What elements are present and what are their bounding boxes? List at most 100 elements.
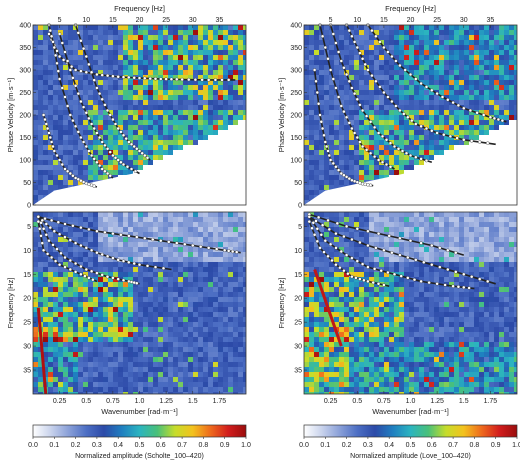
colorbar-tick-label: 0.5: [406, 442, 416, 449]
x-tick-label: 1.25: [159, 398, 173, 405]
mode-pick-point: [318, 113, 322, 117]
mode-pick-point: [95, 131, 99, 135]
mode-pick-point: [342, 234, 346, 239]
x-tick-label: 5: [329, 17, 333, 24]
y-tick-label: 100: [19, 158, 31, 165]
mode-pick-point: [63, 50, 67, 54]
mode-pick-point: [79, 243, 83, 248]
panel-top-right: 5 10 15 20 25 30 35050100150200250300350400Fre…: [277, 4, 518, 210]
mode-pick-point: [344, 72, 349, 77]
y-tick-label: 25: [294, 320, 302, 327]
mode-pick-point: [368, 183, 373, 187]
mode-pick-point: [68, 171, 73, 176]
mode-pick-point: [83, 274, 87, 278]
colorbar-tick-label: 0.6: [427, 442, 437, 449]
x-tick-label: 1.25: [430, 398, 444, 405]
mode-pick-point: [344, 115, 349, 120]
mode-pick-point: [355, 97, 359, 102]
mode-pick-point: [430, 129, 434, 133]
mode-pick-point: [382, 283, 386, 287]
mode-pick-point: [38, 227, 42, 231]
mode-pick-point: [36, 215, 40, 219]
mode-pick-point: [364, 148, 369, 152]
mode-pick-point: [129, 280, 134, 284]
mode-pick-point: [97, 135, 102, 140]
mode-pick-point: [129, 142, 134, 147]
mode-pick-point: [435, 282, 439, 286]
mode-pick-point: [137, 149, 142, 153]
mode-pick-point: [408, 238, 413, 243]
mode-pick-point: [424, 126, 429, 131]
mode-pick-point: [220, 78, 224, 82]
mode-pick-point: [470, 139, 474, 143]
x-axis-label: Wavenumber [rad·m⁻¹]: [101, 407, 178, 416]
mode-pick-point: [57, 32, 62, 36]
mode-pick-point: [60, 86, 64, 90]
mode-pick-point: [360, 108, 365, 113]
mode-pick-point: [382, 90, 386, 95]
mode-pick-point: [316, 102, 321, 106]
mode-pick-point: [129, 167, 134, 171]
mode-pick-point: [111, 256, 115, 260]
mode-pick-point: [339, 104, 343, 108]
mode-pick-point: [89, 153, 94, 158]
mode-pick-point: [105, 73, 110, 78]
mode-pick-point: [388, 165, 393, 169]
colorbar-2: 0.0 0.1 0.2 0.3 0.4 0.5 0.6 0.7 0.8 0.9 1.0 Normali…: [299, 424, 520, 460]
mode-pick-point: [119, 130, 123, 134]
mode-pick-point: [374, 246, 378, 250]
mode-pick-point: [424, 158, 429, 163]
mode-pick-point: [379, 269, 383, 273]
mode-pick-point: [48, 225, 52, 230]
mode-pick-point: [435, 131, 439, 135]
mode-pick-point: [97, 163, 102, 168]
mode-pick-point: [71, 224, 75, 228]
mode-pick-point: [44, 222, 48, 226]
x-tick-label: 35: [486, 17, 494, 24]
mode-pick-point: [334, 246, 338, 250]
y-tick-label: 10: [23, 248, 31, 255]
mode-pick-point: [63, 222, 67, 226]
mode-pick-point: [48, 135, 52, 140]
mode-pick-point: [350, 34, 354, 38]
y-tick-label: 350: [19, 45, 31, 52]
mode-pick-point: [68, 238, 73, 242]
mode-pick-point: [111, 276, 115, 280]
mode-pick-point: [334, 231, 338, 236]
mode-pick-point: [424, 85, 429, 89]
colorbar-gradient: [32, 424, 247, 438]
mode-pick-point: [462, 272, 466, 276]
mode-pick-point: [323, 45, 327, 50]
x-tick-label: 5: [58, 17, 62, 24]
y-tick-label: 30: [294, 344, 302, 351]
mode-pick-point: [127, 234, 131, 238]
mode-pick-point: [48, 28, 52, 33]
mode-pick-point: [378, 85, 382, 89]
mode-pick-point: [143, 76, 147, 81]
mode-pick-point: [56, 220, 60, 224]
heatmap-image: [304, 212, 517, 394]
mode-pick-point: [79, 69, 83, 73]
colorbar-tick-label: 0.2: [342, 442, 352, 449]
mode-pick-point: [116, 258, 120, 262]
mode-pick-point: [384, 138, 389, 142]
mode-pick-point: [328, 68, 333, 72]
y-tick-label: 50: [294, 180, 302, 187]
x-tick-label: 1.75: [484, 398, 498, 405]
mode-pick-point: [79, 99, 83, 104]
mode-pick-point: [68, 113, 73, 117]
mode-pick-point: [346, 272, 350, 276]
mode-pick-point: [137, 263, 142, 267]
colorbar-tick-label: 0.0: [299, 442, 309, 449]
mode-pick-point: [390, 54, 394, 59]
x-axis-label: Frequency [Hz]: [114, 4, 165, 13]
mode-pick-point: [57, 158, 62, 162]
mode-pick-point: [342, 109, 346, 114]
mode-pick-point: [92, 157, 96, 161]
mode-pick-point: [95, 72, 99, 77]
mode-pick-point: [330, 258, 334, 263]
mode-pick-point: [344, 224, 349, 229]
mode-pick-point: [380, 134, 385, 139]
mode-pick-point: [100, 252, 104, 257]
x-tick-label: 0.75: [377, 398, 391, 405]
